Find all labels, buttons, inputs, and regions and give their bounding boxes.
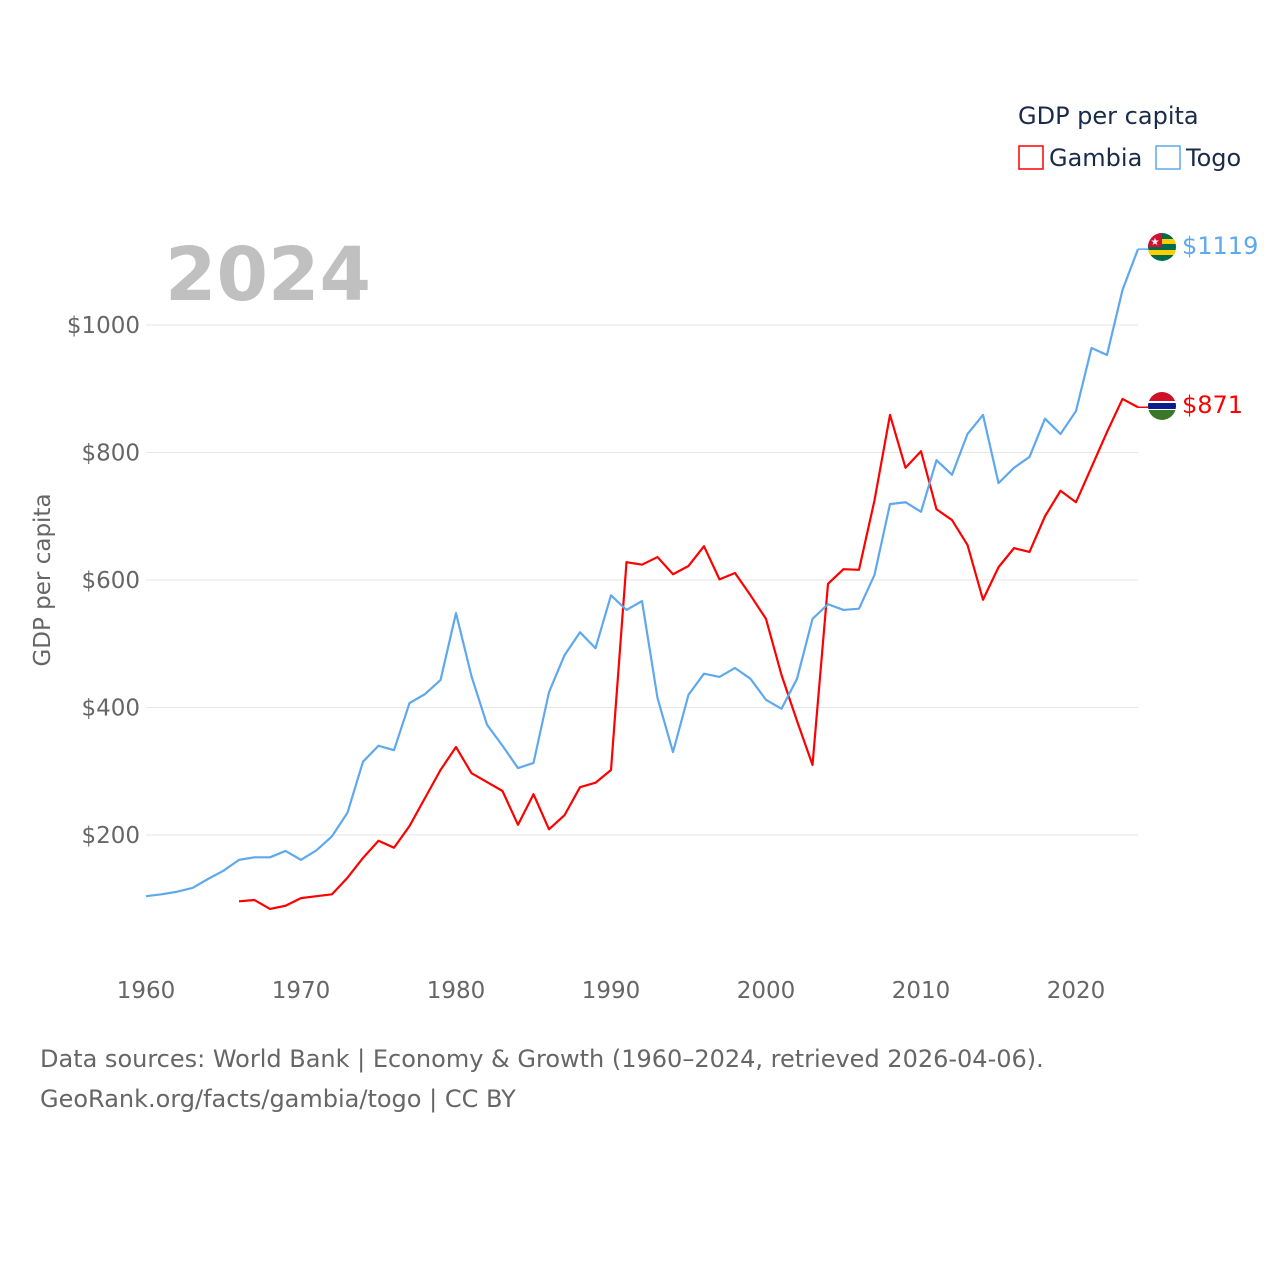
x-tick-label: 1960 [117, 978, 176, 1004]
legend-swatch-togo [1155, 145, 1181, 170]
footer-source: Data sources: World Bank | Economy & Gro… [40, 1045, 1044, 1073]
y-tick-label: $1000 [67, 313, 140, 339]
end-label-togo: $1119 [1182, 232, 1258, 260]
year-label: 2024 [165, 232, 371, 318]
togo-flag-icon: ★ [1148, 233, 1176, 261]
y-tick-label: $400 [81, 696, 140, 722]
y-tick-label: $600 [81, 568, 140, 594]
series-line-gambia[interactable] [238, 397, 1139, 911]
legend-swatch-gambia [1018, 145, 1044, 170]
x-tick-label: 1970 [272, 978, 331, 1004]
series-line-togo[interactable] [145, 248, 1140, 898]
x-tick-label: 2020 [1047, 978, 1106, 1004]
legend-label-togo[interactable]: Togo [1185, 144, 1241, 172]
legend-title: GDP per capita [1018, 102, 1199, 130]
x-tick-label: 2010 [892, 978, 951, 1004]
legend-label-gambia[interactable]: Gambia [1049, 144, 1142, 172]
y-axis-title: GDP per capita [30, 493, 56, 666]
x-tick-label: 2000 [737, 978, 796, 1004]
x-tick-label: 1980 [427, 978, 486, 1004]
footer-link[interactable]: GeoRank.org/facts/gambia/togo | CC BY [40, 1085, 516, 1113]
x-tick-label: 1990 [582, 978, 641, 1004]
y-tick-label: $800 [81, 441, 140, 467]
y-tick-label: $200 [81, 823, 140, 849]
end-label-gambia: $871 [1182, 391, 1243, 419]
gambia-flag-icon [1148, 392, 1176, 420]
svg-text:★: ★ [1151, 237, 1160, 248]
